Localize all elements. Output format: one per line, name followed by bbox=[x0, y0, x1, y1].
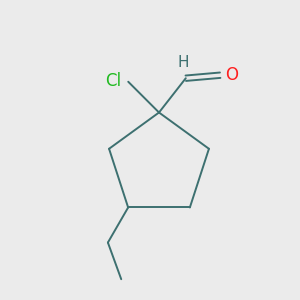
Text: O: O bbox=[225, 66, 238, 84]
Text: H: H bbox=[178, 55, 189, 70]
Text: Cl: Cl bbox=[105, 72, 121, 90]
